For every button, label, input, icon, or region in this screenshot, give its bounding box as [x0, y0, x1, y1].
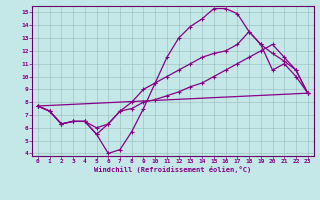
X-axis label: Windchill (Refroidissement éolien,°C): Windchill (Refroidissement éolien,°C): [94, 166, 252, 173]
